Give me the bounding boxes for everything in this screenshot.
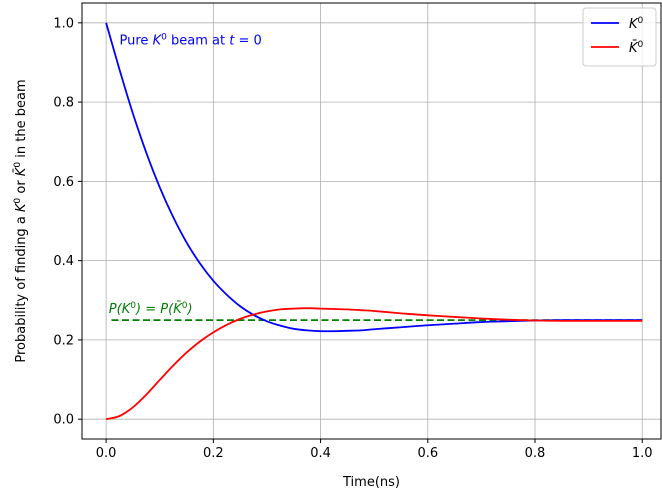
y-axis: 0.0 0.2 0.4 0.6 0.8 1.0 — [53, 16, 82, 428]
plot-area — [105, 22, 643, 421]
y-tick-label: 0.2 — [53, 333, 74, 348]
y-tick-label: 0.0 — [53, 413, 74, 428]
y-tick-label: 0.4 — [53, 254, 74, 269]
x-tick-label: 0.8 — [525, 446, 546, 461]
x-tick-label: 0.6 — [417, 446, 438, 461]
x-axis: 0.0 0.2 0.4 0.6 0.8 1.0 — [96, 439, 653, 461]
y-tick-label: 0.6 — [53, 175, 74, 190]
legend-box — [582, 7, 657, 67]
equal-probability-label: P(K0) = P(K̄0) — [109, 301, 193, 317]
x-tick-label: 0.4 — [310, 446, 331, 461]
y-tick-label: 1.0 — [53, 16, 74, 31]
k0bar-series-line — [105, 307, 643, 421]
x-tick-label: 1.0 — [632, 446, 653, 461]
axes-frame — [81, 2, 662, 440]
x-axis-label: Time(ns) — [342, 475, 400, 490]
legend: K0 K̄0 — [582, 7, 657, 67]
legend-label: K̄0 — [629, 40, 644, 56]
y-tick-label: 0.8 — [53, 96, 74, 111]
y-axis-label: Probability of finding a K0 or K̄0 in th… — [13, 79, 29, 362]
start-annotation: Pure K0 beam at t = 0 — [120, 33, 262, 49]
x-tick-label: 0.0 — [96, 446, 117, 461]
k0-series-line — [105, 22, 643, 333]
legend-label: K0 — [629, 16, 644, 32]
grid — [82, 3, 661, 439]
x-tick-label: 0.2 — [203, 446, 224, 461]
